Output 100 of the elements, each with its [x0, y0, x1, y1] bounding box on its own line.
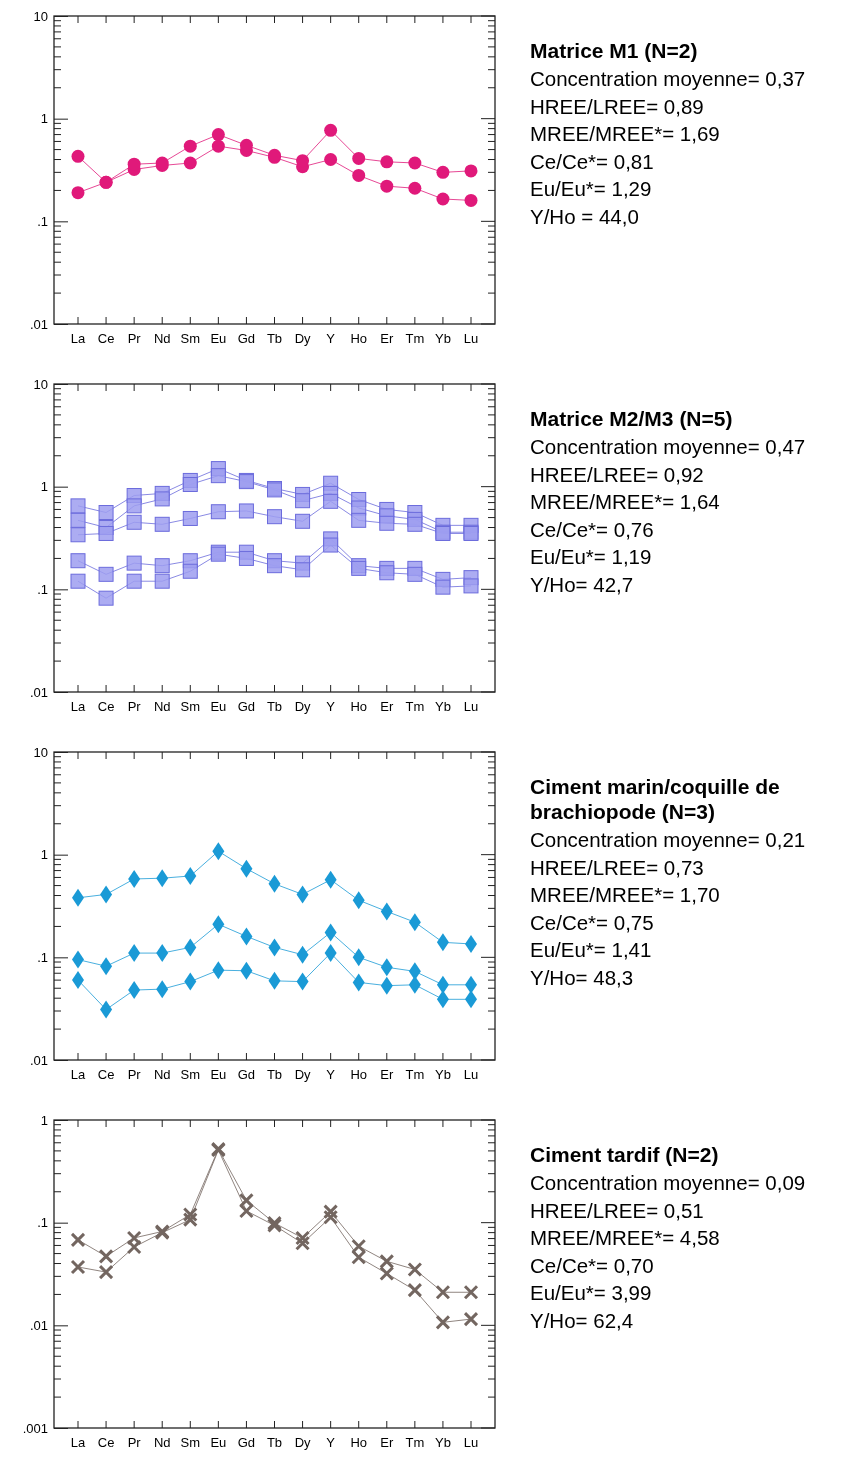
- text: Ce/Ce*= 0,75: [530, 910, 654, 934]
- text: Eu/Eu*= 1,19: [530, 545, 652, 568]
- x-tick-label: Pr: [127, 1067, 142, 1082]
- x-tick-label: Ho: [350, 1435, 368, 1450]
- x-tick-label: Nd: [153, 1067, 171, 1082]
- x-tick-label: Dy: [294, 331, 312, 346]
- text: Ce/Ce*= 0,70: [530, 1253, 654, 1277]
- y-tick-label: .01: [29, 1317, 48, 1333]
- y-tick-label: .01: [29, 1052, 48, 1068]
- x-tick-label: Eu: [210, 1067, 227, 1082]
- x-tick-label: Sm: [180, 331, 201, 346]
- text: Matrice M1 (N=2): [530, 39, 698, 62]
- text: MREE/MREE*= 1,70: [530, 883, 720, 906]
- text: HREE/LREE= 0,51: [530, 1198, 704, 1222]
- x-tick-label: Tb: [266, 331, 283, 346]
- text: HREE/LREE= 0,89: [530, 94, 704, 118]
- x-tick-label: Gd: [237, 1435, 256, 1450]
- x-tick-label: Er: [380, 699, 394, 714]
- x-tick-label: La: [70, 1067, 86, 1082]
- x-tick-label: Ce: [97, 1067, 115, 1082]
- y-tick-label: 1: [40, 111, 48, 127]
- text: Matrice M2/M3 (N=5): [530, 407, 733, 430]
- x-tick-label: Nd: [153, 699, 171, 714]
- text: Y/Ho= 42,7: [530, 572, 634, 596]
- y-tick-label: 10: [33, 744, 48, 760]
- x-tick-label: Tb: [266, 699, 283, 714]
- y-tick-label: .1: [37, 949, 48, 965]
- x-tick-label: Yb: [434, 1067, 451, 1082]
- text: Concentration moyenne= 0,37: [530, 67, 806, 90]
- y-tick-label: .001: [22, 1420, 48, 1436]
- y-tick-label: 10: [33, 8, 48, 24]
- x-tick-label: Lu: [463, 331, 479, 346]
- x-tick-label: Er: [380, 1067, 394, 1082]
- text: Y/Ho = 44,0: [530, 204, 639, 228]
- x-tick-label: La: [70, 699, 86, 714]
- x-tick-label: Sm: [180, 699, 201, 714]
- x-tick-label: Y: [326, 1067, 336, 1082]
- x-tick-label: Ce: [97, 699, 115, 714]
- text: Eu/Eu*= 1,29: [530, 177, 652, 200]
- x-tick-label: Tm: [405, 1067, 425, 1082]
- x-tick-label: Pr: [127, 331, 142, 346]
- text: MREE/MREE*= 1,64: [530, 490, 720, 513]
- text: Eu/Eu*= 3,99: [530, 1281, 652, 1304]
- x-tick-label: Lu: [463, 1435, 479, 1450]
- x-tick-label: Dy: [294, 699, 312, 714]
- x-tick-label: Gd: [237, 331, 256, 346]
- x-tick-label: Dy: [294, 1435, 312, 1450]
- text: Concentration moyenne= 0,21: [530, 828, 806, 851]
- text: HREE/LREE= 0,73: [530, 855, 704, 879]
- y-tick-label: .1: [37, 1215, 48, 1231]
- x-tick-label: La: [70, 1435, 86, 1450]
- y-tick-label: .01: [29, 684, 48, 700]
- text: Concentration moyenne= 0,09: [530, 1171, 806, 1194]
- x-tick-label: Gd: [237, 699, 256, 714]
- x-tick-label: Tb: [266, 1435, 283, 1450]
- x-tick-label: Pr: [127, 699, 142, 714]
- x-tick-label: Tb: [266, 1067, 283, 1082]
- x-tick-label: Y: [326, 331, 336, 346]
- text: Ce/Ce*= 0,81: [530, 149, 654, 173]
- x-tick-label: Eu: [210, 1435, 227, 1450]
- x-tick-label: Er: [380, 331, 394, 346]
- y-tick-label: 1: [40, 847, 48, 863]
- x-tick-label: Er: [380, 1435, 394, 1450]
- x-tick-label: Yb: [434, 699, 451, 714]
- x-tick-label: Pr: [127, 1435, 142, 1450]
- text: MREE/MREE*= 4,58: [530, 1226, 720, 1249]
- x-tick-label: Tm: [405, 331, 425, 346]
- x-tick-label: Yb: [434, 331, 451, 346]
- y-tick-label: .1: [37, 581, 48, 597]
- x-tick-label: Tm: [405, 699, 425, 714]
- x-tick-label: Y: [326, 699, 336, 714]
- text: Eu/Eu*= 1,41: [530, 938, 652, 961]
- x-tick-label: Ho: [350, 1067, 368, 1082]
- x-tick-label: Nd: [153, 1435, 171, 1450]
- x-tick-label: Yb: [434, 1435, 451, 1450]
- y-tick-label: 1: [40, 479, 48, 495]
- x-tick-label: Ce: [97, 1435, 115, 1450]
- x-tick-label: Tm: [405, 1435, 425, 1450]
- text: Y/Ho= 62,4: [530, 1308, 634, 1332]
- x-tick-label: Ho: [350, 699, 368, 714]
- y-tick-label: 1: [40, 1112, 48, 1128]
- x-tick-label: Ce: [97, 331, 115, 346]
- x-tick-label: Lu: [463, 699, 479, 714]
- x-tick-label: Y: [326, 1435, 336, 1450]
- x-tick-label: Eu: [210, 331, 227, 346]
- y-tick-label: .1: [37, 213, 48, 229]
- text: Ciment marin/coquille de brachiopode (N=3): [530, 775, 780, 823]
- y-tick-label: 10: [33, 376, 48, 392]
- text: Concentration moyenne= 0,47: [530, 435, 806, 458]
- text: HREE/LREE= 0,92: [530, 462, 704, 486]
- y-tick-label: .01: [29, 316, 48, 332]
- text: Y/Ho= 48,3: [530, 965, 634, 989]
- text: Ce/Ce*= 0,76: [530, 517, 654, 541]
- text: Ciment tardif (N=2): [530, 1143, 719, 1166]
- x-tick-label: Sm: [180, 1435, 201, 1450]
- x-tick-label: La: [70, 331, 86, 346]
- x-tick-label: Gd: [237, 1067, 256, 1082]
- x-tick-label: Ho: [350, 331, 368, 346]
- x-tick-label: Nd: [153, 331, 171, 346]
- text: MREE/MREE*= 1,69: [530, 122, 720, 145]
